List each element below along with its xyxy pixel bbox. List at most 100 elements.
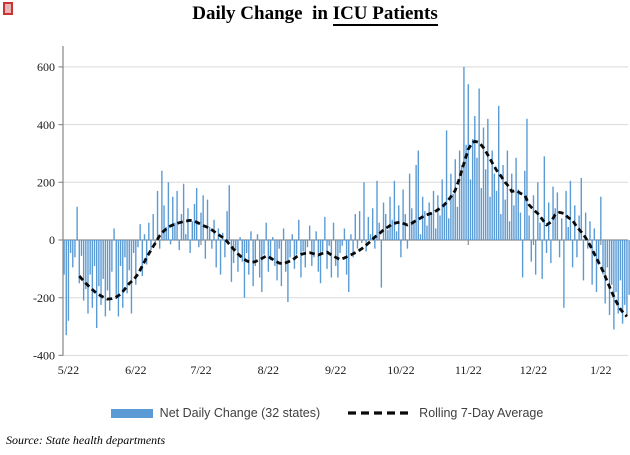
bar	[132, 240, 135, 253]
bar	[295, 240, 298, 255]
bar	[374, 240, 376, 249]
bar	[106, 240, 109, 291]
bar	[519, 212, 522, 240]
bar	[393, 180, 396, 240]
bar	[530, 240, 532, 262]
bar	[578, 215, 580, 240]
bar	[550, 240, 552, 264]
bar	[126, 240, 128, 294]
legend-item-bars: Net Daily Change (32 states)	[110, 406, 320, 420]
bar	[115, 240, 117, 300]
bar	[291, 234, 293, 240]
bar	[400, 240, 402, 258]
bar	[356, 240, 359, 249]
bar	[569, 180, 572, 240]
bar	[172, 196, 174, 240]
bar	[76, 206, 78, 240]
y-tick-label: 600	[37, 60, 55, 74]
bar	[352, 240, 354, 258]
chart-legend: Net Daily Change (32 states) Rolling 7-D…	[12, 406, 630, 420]
bar	[380, 240, 383, 288]
y-tick-label: -200	[33, 291, 55, 305]
bar	[321, 240, 324, 252]
bar	[119, 240, 122, 266]
bar	[541, 240, 543, 279]
bar	[224, 240, 226, 258]
bar	[532, 195, 535, 240]
bar	[521, 240, 524, 278]
bar	[124, 240, 126, 258]
bar	[480, 188, 483, 240]
bar	[241, 240, 243, 262]
bar	[611, 240, 613, 285]
source-note: Source: State health departments	[6, 433, 166, 447]
bar	[513, 205, 515, 240]
bar	[169, 240, 172, 245]
bar	[534, 240, 537, 275]
bar	[354, 214, 356, 240]
bar	[361, 240, 363, 243]
bar	[187, 208, 189, 240]
y-tick-label: -400	[33, 349, 55, 363]
bar	[476, 157, 478, 240]
bar	[237, 240, 239, 272]
bar	[576, 240, 578, 258]
bar	[269, 240, 272, 261]
chart-title: Daily Change in ICU Patients	[0, 3, 630, 26]
bar	[89, 240, 91, 275]
bar	[180, 214, 183, 240]
x-tick-label: 7/22	[190, 363, 211, 377]
bar	[517, 189, 519, 240]
bar	[604, 240, 606, 304]
bar	[278, 240, 280, 249]
legend-line-label: Rolling 7-Day Average	[419, 406, 544, 420]
bar	[387, 229, 389, 240]
bar	[341, 240, 343, 246]
bar	[289, 240, 291, 258]
rolling-average-line	[78, 139, 628, 318]
bar	[139, 224, 141, 240]
bar	[91, 240, 94, 308]
bar	[617, 240, 619, 314]
bar	[248, 240, 250, 275]
bar	[69, 240, 72, 253]
bar	[335, 240, 337, 266]
bar	[376, 180, 378, 240]
bar	[515, 157, 517, 240]
bar	[315, 231, 317, 240]
bar	[67, 240, 70, 321]
bar	[363, 182, 365, 240]
bar	[526, 118, 528, 240]
bar	[150, 240, 152, 251]
bar	[430, 214, 433, 240]
bar	[504, 199, 506, 240]
y-tick-label: 0	[49, 233, 55, 247]
bar	[369, 234, 372, 240]
bar	[419, 234, 422, 240]
bar	[434, 228, 437, 240]
bar	[589, 221, 591, 240]
bar	[211, 240, 213, 249]
bar	[141, 240, 144, 277]
bar	[547, 202, 550, 240]
bar	[471, 139, 474, 240]
bar	[261, 240, 263, 292]
bar	[272, 237, 274, 240]
bar	[467, 84, 469, 241]
bar	[182, 183, 185, 240]
bar	[228, 185, 230, 240]
bar	[163, 205, 165, 240]
bar	[441, 179, 443, 240]
bar	[608, 240, 611, 316]
bar	[395, 231, 398, 240]
bar	[443, 205, 446, 240]
bar	[326, 240, 328, 269]
bar	[193, 203, 196, 240]
bar	[258, 240, 261, 278]
bar	[256, 234, 259, 240]
y-tick-label: 400	[37, 118, 55, 132]
bar	[567, 227, 569, 240]
bar	[122, 240, 124, 308]
bar	[511, 173, 513, 240]
bar	[628, 240, 630, 295]
